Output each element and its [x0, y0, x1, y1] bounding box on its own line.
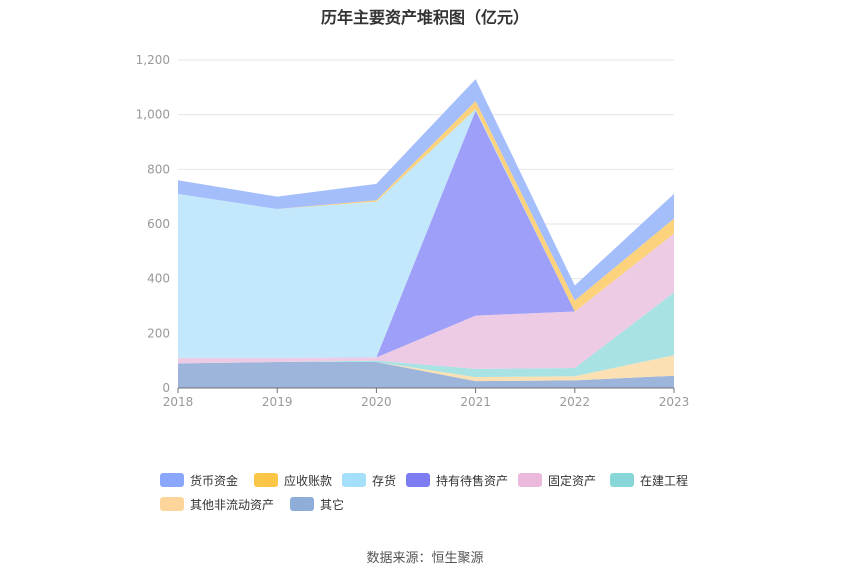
- y-tick-label: 800: [147, 162, 170, 176]
- legend-label: 固定资产: [548, 473, 597, 488]
- y-tick-label: 1,000: [136, 108, 170, 122]
- x-tick-label: 2019: [262, 395, 293, 409]
- legend-item[interactable]: 在建工程: [610, 472, 688, 488]
- x-tick-label: 2020: [361, 395, 392, 409]
- legend-swatch: [160, 497, 184, 511]
- data-source: 数据来源：恒生聚源: [366, 551, 484, 566]
- y-tick-label: 1,200: [136, 53, 170, 67]
- legend-swatch: [406, 473, 430, 487]
- legend-swatch: [610, 473, 634, 487]
- x-tick-label: 2021: [460, 395, 491, 409]
- legend-item[interactable]: 其它: [290, 496, 344, 512]
- legend-item[interactable]: 货币资金: [160, 472, 238, 488]
- chart-title: 历年主要资产堆积图（亿元）: [320, 8, 529, 27]
- y-tick-label: 200: [147, 326, 170, 340]
- area-series: [178, 101, 674, 312]
- y-tick-label: 400: [147, 272, 170, 286]
- legend-item[interactable]: 其他非流动资产: [160, 496, 274, 512]
- legend-label: 存货: [372, 473, 397, 488]
- legend-item[interactable]: 应收账款: [254, 472, 332, 488]
- area-series: [178, 79, 674, 301]
- legend-label: 其它: [320, 497, 345, 512]
- legend-label: 在建工程: [640, 473, 689, 488]
- legend-label: 其他非流动资产: [190, 497, 275, 512]
- legend-swatch: [518, 473, 542, 487]
- area-series: [178, 362, 674, 388]
- y-tick-label: 600: [147, 217, 170, 231]
- legend-item[interactable]: 存货: [342, 472, 396, 488]
- legend-swatch: [160, 473, 184, 487]
- legend-swatch: [254, 473, 278, 487]
- area-series: [178, 109, 674, 358]
- legend-label: 应收账款: [284, 473, 333, 488]
- legend-item[interactable]: 固定资产: [518, 472, 596, 488]
- legend-item[interactable]: 持有待售资产: [406, 472, 508, 488]
- x-tick-label: 2018: [163, 395, 194, 409]
- legend-swatch: [290, 497, 314, 511]
- x-tick-label: 2023: [659, 395, 690, 409]
- area-series: [178, 110, 674, 358]
- y-tick-label: 0: [162, 381, 170, 395]
- legend-label: 持有待售资产: [436, 473, 509, 488]
- legend-label: 货币资金: [190, 473, 239, 488]
- x-tick-label: 2022: [560, 395, 591, 409]
- area-series: [178, 233, 674, 369]
- legend-swatch: [342, 473, 366, 487]
